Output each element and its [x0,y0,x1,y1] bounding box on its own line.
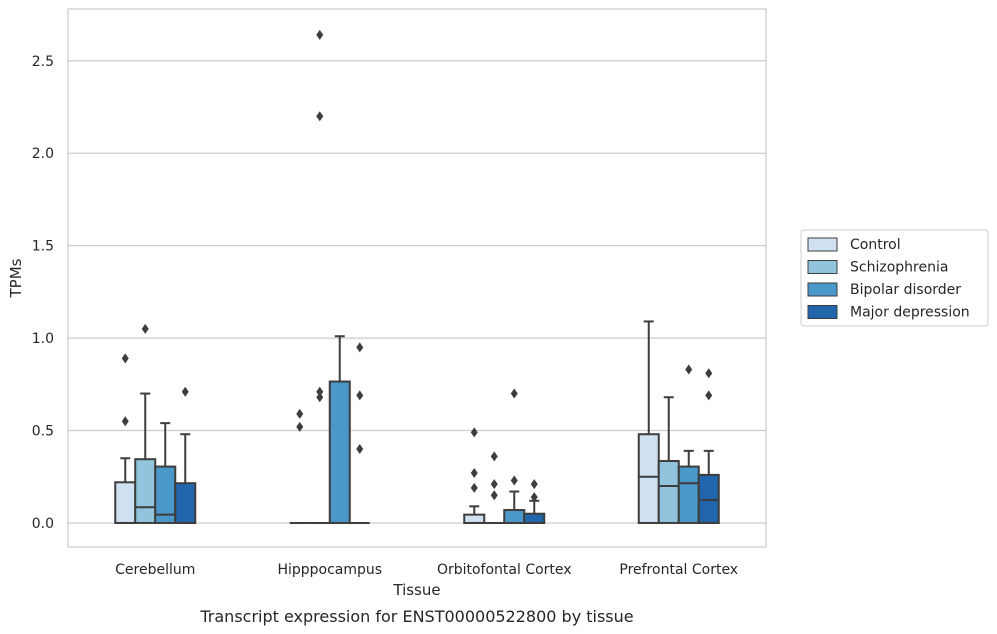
x-tick-label: Orbitofontal Cortex [437,562,572,578]
gridlines [68,60,766,524]
box-schizophrenia [134,458,157,524]
outlier-point [470,427,478,438]
outlier-point [316,386,324,397]
outlier-point [356,444,364,455]
outlier-point [685,364,693,375]
legend-swatch [807,260,838,274]
outlier-point [121,416,129,427]
box-major-depression [523,512,546,524]
box-control [114,481,137,524]
box-control [463,513,486,524]
outlier-point [490,451,498,462]
outlier-point [181,386,189,397]
legend-label: Control [850,237,901,253]
figure-caption: Transcript expression for ENST0000052280… [199,607,633,626]
y-tick-label: 0.5 [32,424,54,440]
legend-label: Bipolar disorder [850,282,961,298]
y-tick-label: 2.0 [32,146,54,162]
outlier-point [510,388,518,399]
box-control [637,433,660,524]
outlier-point [121,353,129,364]
y-tick-label: 0.0 [32,516,54,532]
x-tick-label: Prefrontal Cortex [619,562,738,578]
plot-frame [67,8,767,548]
outlier-point [470,482,478,493]
box-bipolar-disorder [503,509,526,524]
box-group [463,388,546,524]
box-schizophrenia [657,460,680,524]
outlier-point [356,342,364,353]
box-groups [114,29,720,524]
outlier-point [705,368,713,379]
outlier-point [530,492,538,503]
legend-swatch [807,305,838,319]
legend-label: Major depression [850,305,970,321]
outlier-point [296,408,304,419]
box-bipolar-disorder [328,380,351,524]
x-tick-label: Cerebellum [115,562,195,578]
outlier-point [316,392,324,403]
outlier-point [470,468,478,479]
outlier-point [490,479,498,490]
x-axis-ticks: Cerebellum Hipppocampus Orbitofontal Corte… [115,562,738,578]
legend-swatch [807,237,838,252]
box-major-depression [174,482,197,524]
y-tick-label: 2.5 [32,54,54,70]
x-axis-label: Tissue [392,581,440,599]
outlier-point [510,475,518,486]
box-group [114,323,197,524]
outlier-point [141,323,149,334]
outlier-point [316,29,324,40]
outlier-point [296,421,304,432]
box-group [289,29,370,524]
legend-box [800,229,989,327]
y-axis-label: TPMs [7,258,25,298]
outlier-point [530,479,538,490]
y-axis-ticks: 0.0 0.5 1.0 1.5 2.0 2.5 [32,54,54,532]
box-bipolar-disorder [677,465,700,524]
legend-label: Schizophrenia [850,260,948,276]
x-tick-label: Hipppocampus [277,562,382,578]
outlier-point [490,490,498,501]
y-tick-label: 1.5 [32,239,54,255]
outlier-point [705,390,713,401]
outlier-point [356,390,364,401]
legend: Control Schizophrenia Bipolar disorder Majo… [800,229,989,327]
legend-swatch [807,282,838,297]
box-group [637,320,720,524]
outlier-point [316,111,324,122]
y-tick-label: 1.0 [32,331,54,347]
